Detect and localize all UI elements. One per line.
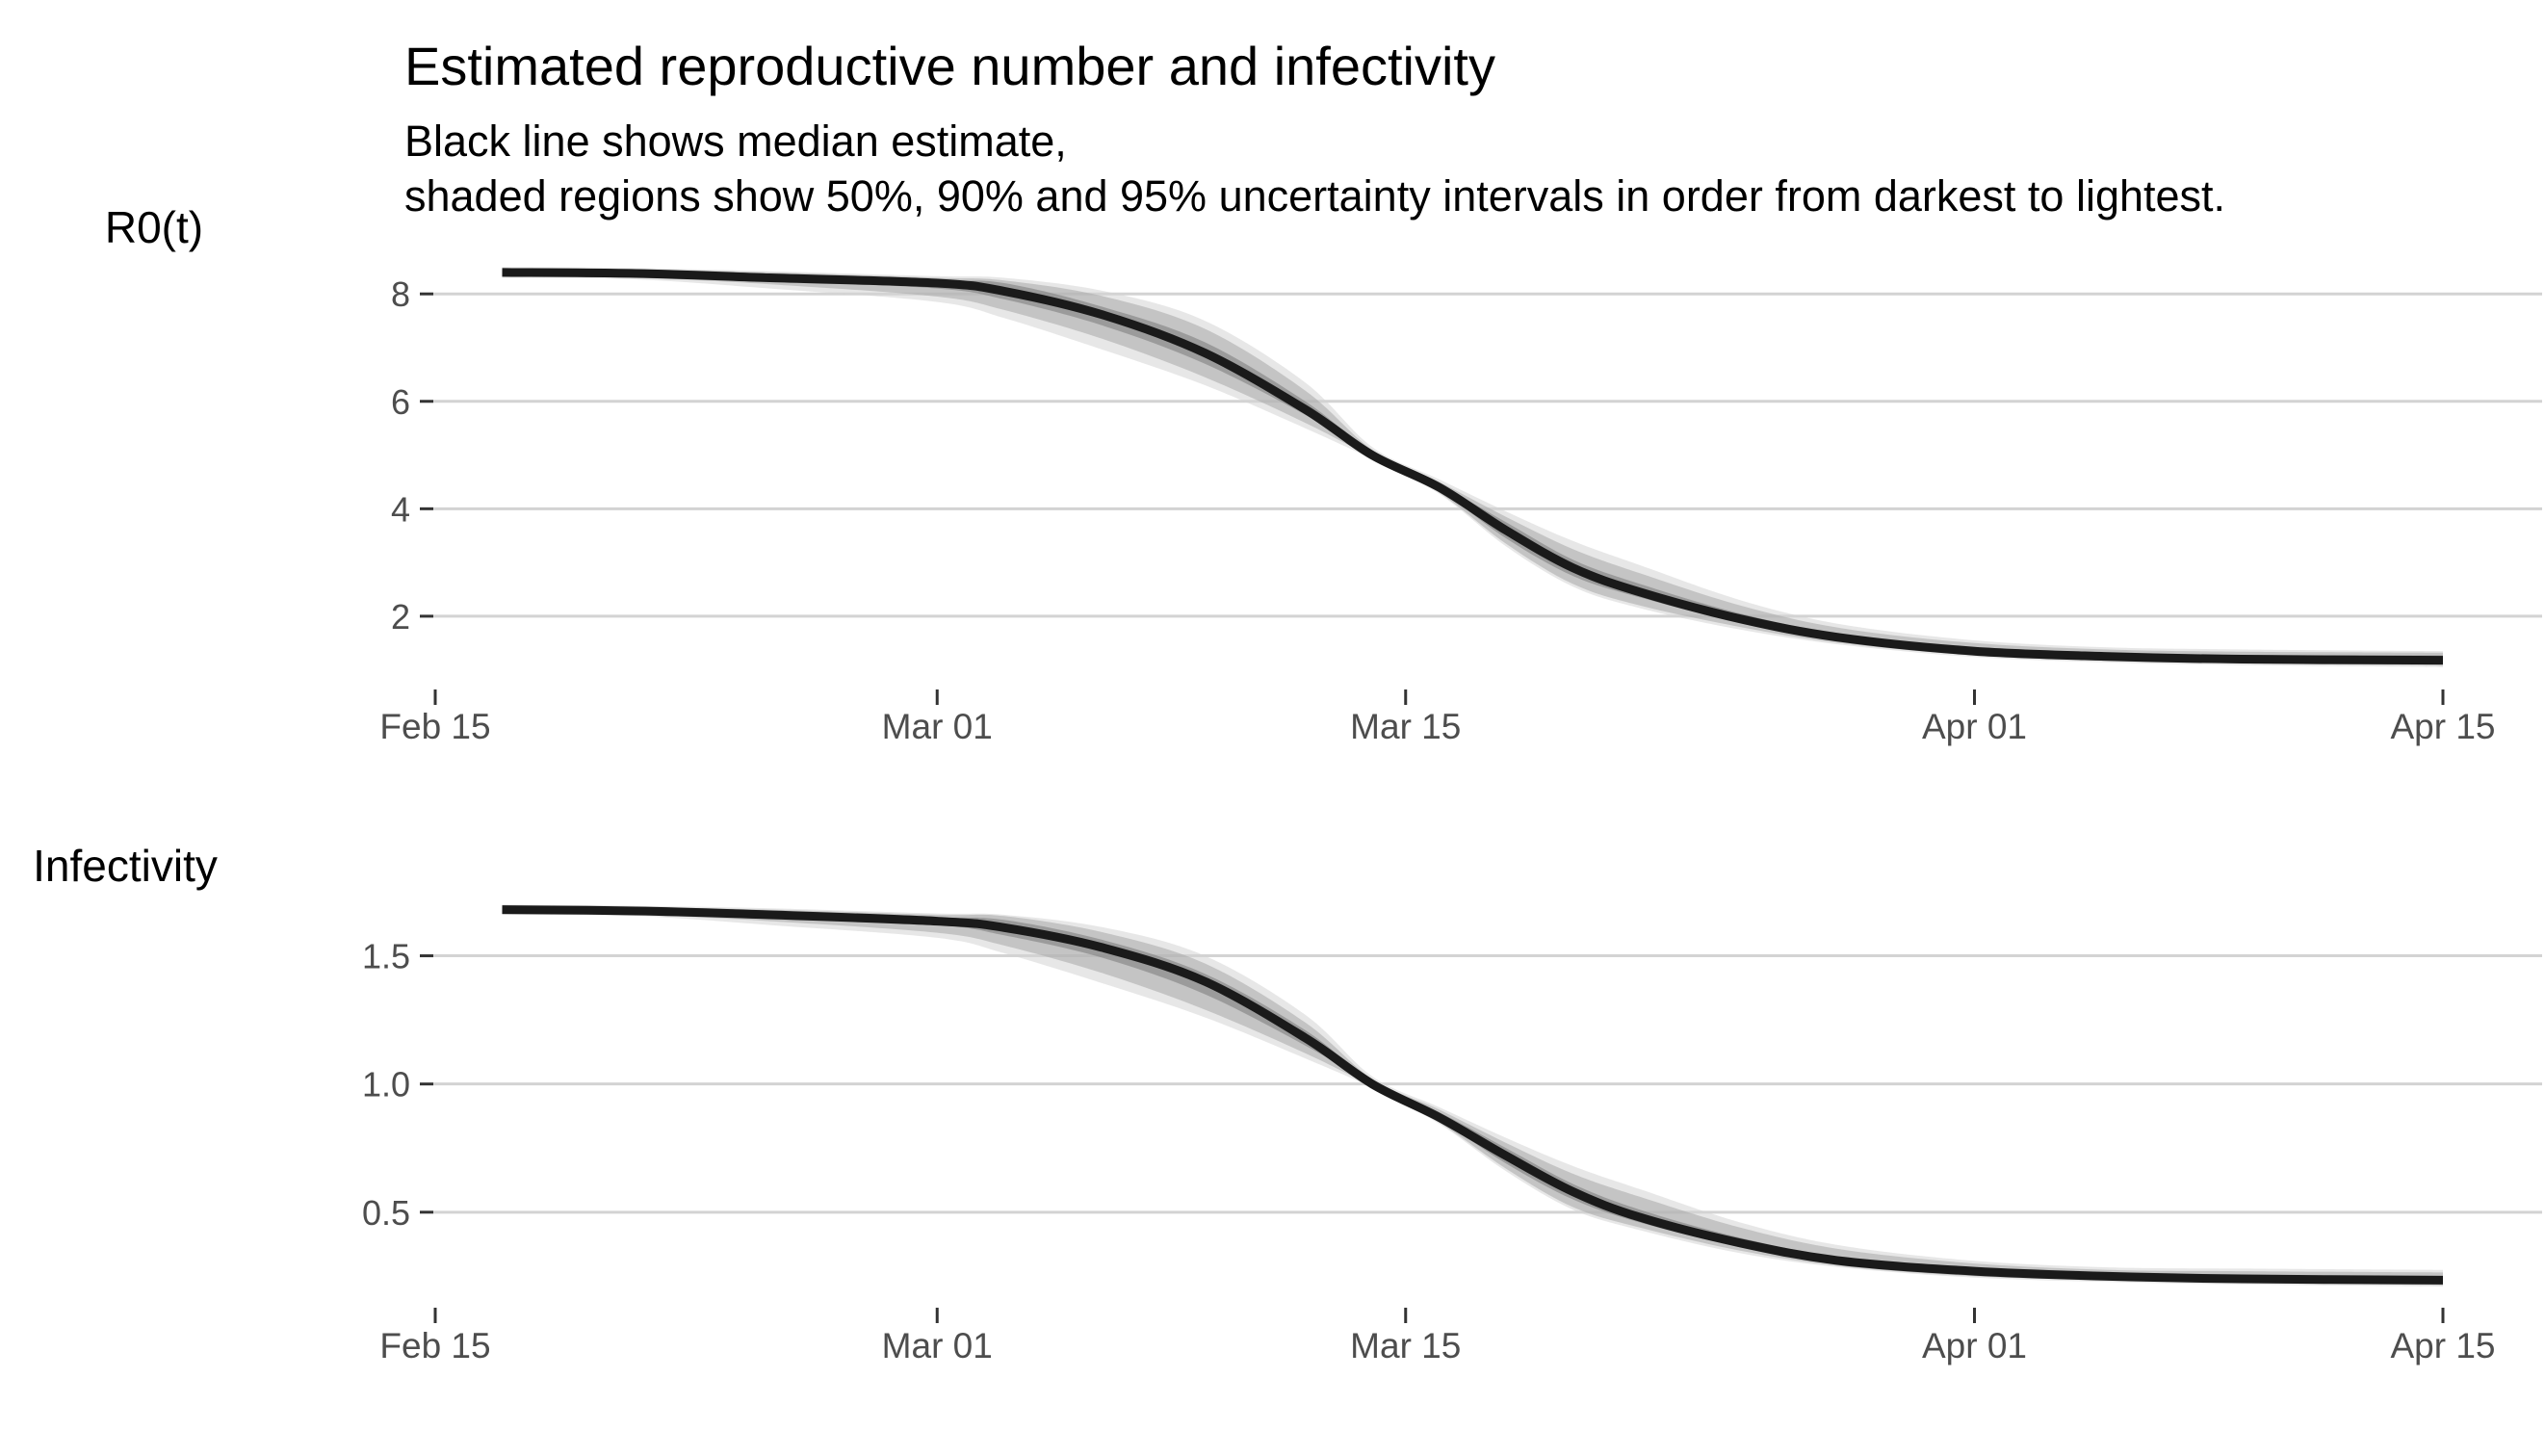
infectivity-y-tick-label: 1.0 [362, 1065, 410, 1105]
r0-x-tick-label: Mar 01 [882, 707, 993, 746]
r0-band-95 [502, 267, 2443, 667]
r0-x-tick-label: Feb 15 [379, 707, 490, 746]
infectivity-median-line [502, 905, 2444, 1285]
r0-y-axis-title: R0(t) [105, 202, 203, 252]
infectivity-x-tick-label: Mar 01 [882, 1326, 993, 1365]
infectivity-y-tick-label: 0.5 [362, 1193, 410, 1233]
r0-x-tick-label: Apr 15 [2390, 707, 2495, 746]
r0-median-line [502, 268, 2444, 665]
infectivity-y-axis-title: Infectivity [33, 841, 218, 891]
infectivity-band-50 [502, 907, 2443, 1283]
r0-band-90 [502, 268, 2443, 666]
chart-subtitle: Black line shows median estimate, shaded… [404, 114, 2225, 223]
infectivity-x-tick-label: Apr 01 [1922, 1326, 2027, 1365]
chart-title: Estimated reproductive number and infect… [404, 36, 1495, 96]
infectivity-x-tick-label: Mar 15 [1350, 1326, 1461, 1365]
r0-y-tick-label: 8 [391, 274, 410, 314]
infectivity-y-tick-label: 1.5 [362, 937, 410, 976]
r0-x-tick-label: Apr 01 [1922, 707, 2027, 746]
r0-y-tick-label: 2 [391, 597, 410, 637]
r0-panel: 2 4 6 8 Feb 15 Mar 01 Mar 15 Apr 01 Apr 15 R0(t) [105, 202, 2542, 746]
subtitle-line-1: Black line shows median estimate, [404, 117, 1067, 166]
r0-band-50 [502, 270, 2443, 663]
infectivity-band-90 [502, 905, 2443, 1286]
infectivity-panel: 0.5 1.0 1.5 Feb 15 Mar 01 Mar 15 Apr 01 Apr 15 I… [33, 841, 2542, 1365]
infectivity-x-tick-label: Apr 15 [2390, 1326, 2495, 1365]
r0-x-tick-label: Mar 15 [1350, 707, 1461, 746]
subtitle-line-2: shaded regions show 50%, 90% and 95% unc… [404, 171, 2226, 221]
r0-y-tick-label: 6 [391, 382, 410, 422]
r0-y-tick-label: 4 [391, 489, 410, 529]
infectivity-x-tick-label: Feb 15 [379, 1326, 490, 1365]
infectivity-band-95 [502, 904, 2443, 1287]
